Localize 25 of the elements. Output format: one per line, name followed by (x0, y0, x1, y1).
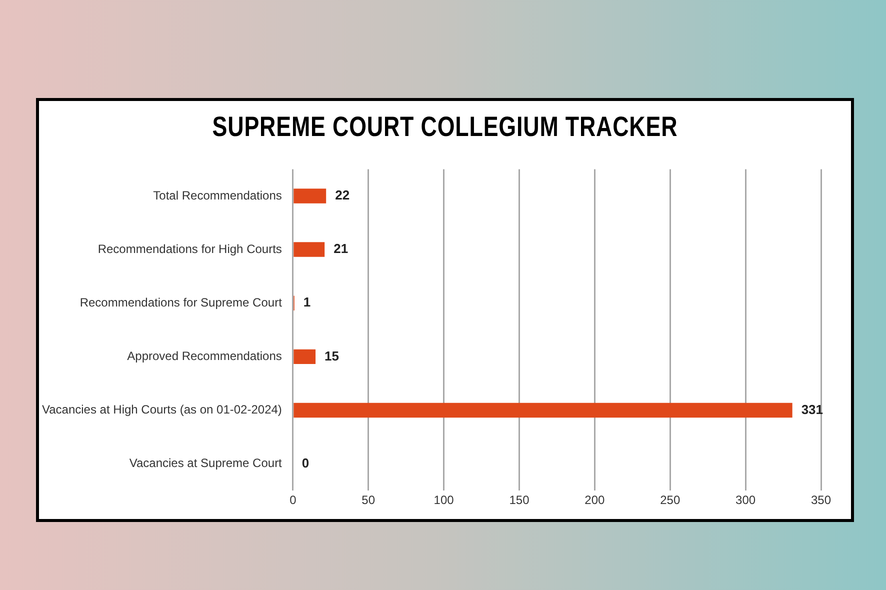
bar (294, 188, 326, 204)
y-tick-label: Vacancies at Supreme Court (129, 456, 283, 470)
chart-title: SUPREME COURT COLLEGIUM TRACKER (211, 111, 679, 143)
x-tick-label: 50 (362, 493, 376, 508)
y-tick-label: Approved Recommendations (127, 348, 282, 363)
y-tick-label: Recommendations for Supreme Court (80, 295, 283, 310)
y-tick-label: Vacancies at High Courts (as on 01-02-2024) (42, 402, 282, 417)
x-tick-label: 200 (584, 493, 606, 508)
x-tick-label: 150 (509, 493, 530, 508)
x-tick-label: 0 (290, 493, 297, 508)
data-label: 21 (334, 241, 348, 256)
bar (294, 242, 325, 257)
y-tick-label: Recommendations for High Courts (98, 242, 282, 256)
x-tick-label: 100 (434, 493, 454, 508)
data-label: 331 (801, 402, 824, 417)
x-tick-label: 350 (810, 493, 832, 508)
x-tick-label: 300 (736, 493, 756, 508)
y-tick-label: Total Recommendations (153, 188, 282, 202)
data-label: 0 (302, 455, 310, 470)
data-label: 15 (324, 348, 340, 364)
bar (294, 402, 792, 418)
bar (294, 349, 316, 364)
x-tick-label: 250 (660, 493, 680, 508)
data-label: 1 (303, 294, 311, 310)
data-label: 22 (335, 188, 350, 203)
